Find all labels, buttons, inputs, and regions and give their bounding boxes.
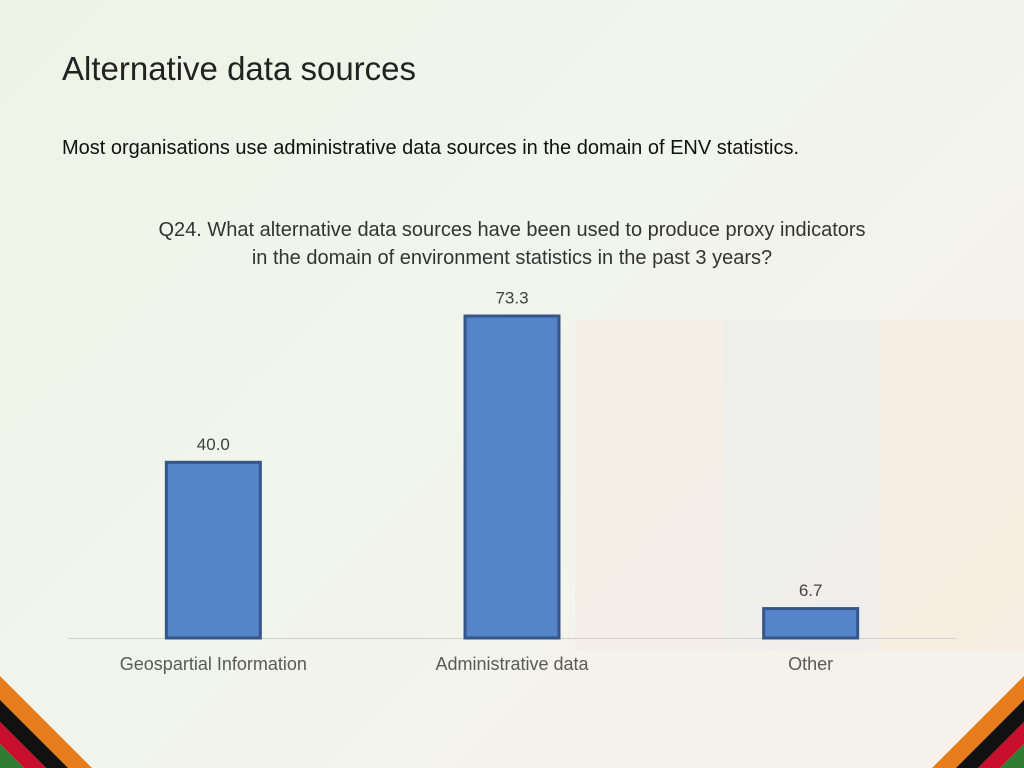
corner-stripe xyxy=(0,722,46,768)
data-label: 40.0 xyxy=(197,435,230,454)
background-flag xyxy=(880,320,1024,650)
corner-stripe xyxy=(0,676,92,768)
corner-stripe xyxy=(1000,744,1024,768)
data-label: 73.3 xyxy=(495,288,528,307)
corner-stripe xyxy=(0,700,68,768)
bar xyxy=(762,607,860,640)
chart-title: Q24. What alternative data sources have … xyxy=(158,219,866,269)
background-flag xyxy=(725,320,880,650)
background-flag xyxy=(575,320,725,650)
corner-stripe xyxy=(932,676,1024,768)
corner-stripe xyxy=(956,700,1024,768)
data-label: 6.7 xyxy=(799,581,823,600)
x-tick-label: Geospartial Information xyxy=(120,654,307,674)
corner-stripe xyxy=(0,744,24,768)
corner-stripe xyxy=(978,722,1024,768)
bar xyxy=(463,314,561,640)
slide-title: Alternative data sources xyxy=(62,50,417,87)
slide-subtitle: Most organisations use administrative da… xyxy=(62,137,800,159)
x-tick-label: Other xyxy=(788,654,833,674)
bar xyxy=(164,460,262,640)
x-tick-label: Administrative data xyxy=(435,654,589,674)
